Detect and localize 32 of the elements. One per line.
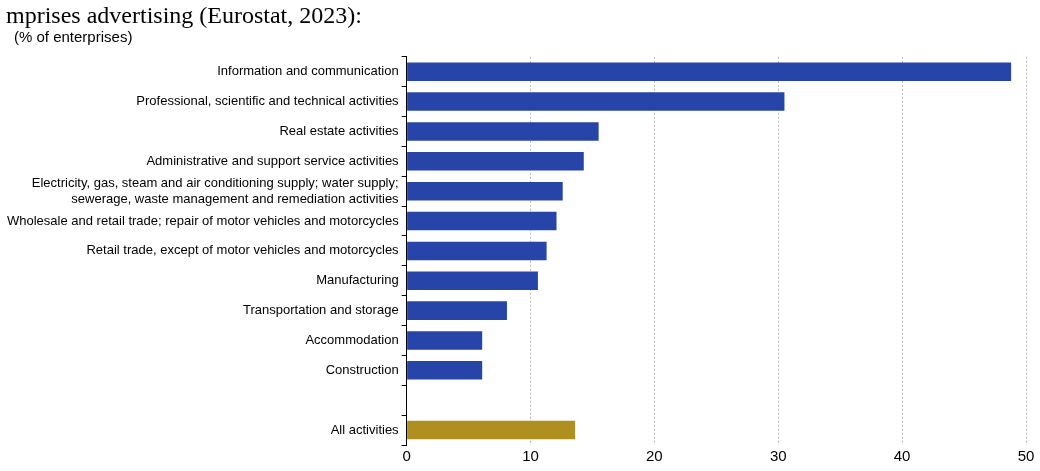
bar	[407, 331, 483, 350]
bar	[407, 62, 1012, 81]
x-tick-label: 0	[402, 447, 411, 465]
y-tick-label: Information and communication	[217, 63, 399, 79]
x-tick-label: 50	[1017, 447, 1035, 465]
x-tick-label: 10	[522, 447, 539, 465]
x-tick-label: 30	[769, 447, 787, 465]
y-tick-label: Professional, scientific and technical activities	[136, 93, 400, 109]
y-tick-label: Electricity, gas, steam and air conditioning supply; water supply; sewerage, waste management and remediation activities	[31, 174, 400, 206]
y-tick-label: Construction	[325, 361, 399, 377]
y-tick-label: Retail trade, except of motor vehicles and motorcycles	[86, 242, 400, 258]
bar	[407, 181, 563, 201]
bar	[407, 122, 599, 141]
x-tick-label: 20	[646, 447, 663, 465]
bar	[407, 241, 547, 261]
text: mprises advertising (Eurostat, 2023):	[5, 1, 363, 28]
y-tick-label: Accommodation	[305, 332, 399, 348]
text: (% of enterprises)	[13, 28, 134, 46]
bar	[407, 211, 557, 231]
bar	[407, 301, 507, 320]
y-tick-label: Transportation and storage	[243, 302, 399, 318]
bar	[407, 271, 538, 291]
y-tick-label: Wholesale and retail trade; repair of motor vehicles and motorcycles	[7, 212, 400, 228]
x-tick-label: 40	[893, 447, 911, 465]
y-tick-label: Administrative and support service activities	[146, 152, 400, 168]
bar	[407, 152, 584, 171]
bar	[407, 361, 483, 380]
bar	[407, 420, 576, 440]
y-tick-label: Manufacturing	[316, 272, 399, 288]
y-tick-label: All activities	[330, 421, 400, 437]
bar	[407, 92, 785, 111]
y-tick-label: Real estate activities	[279, 123, 400, 139]
